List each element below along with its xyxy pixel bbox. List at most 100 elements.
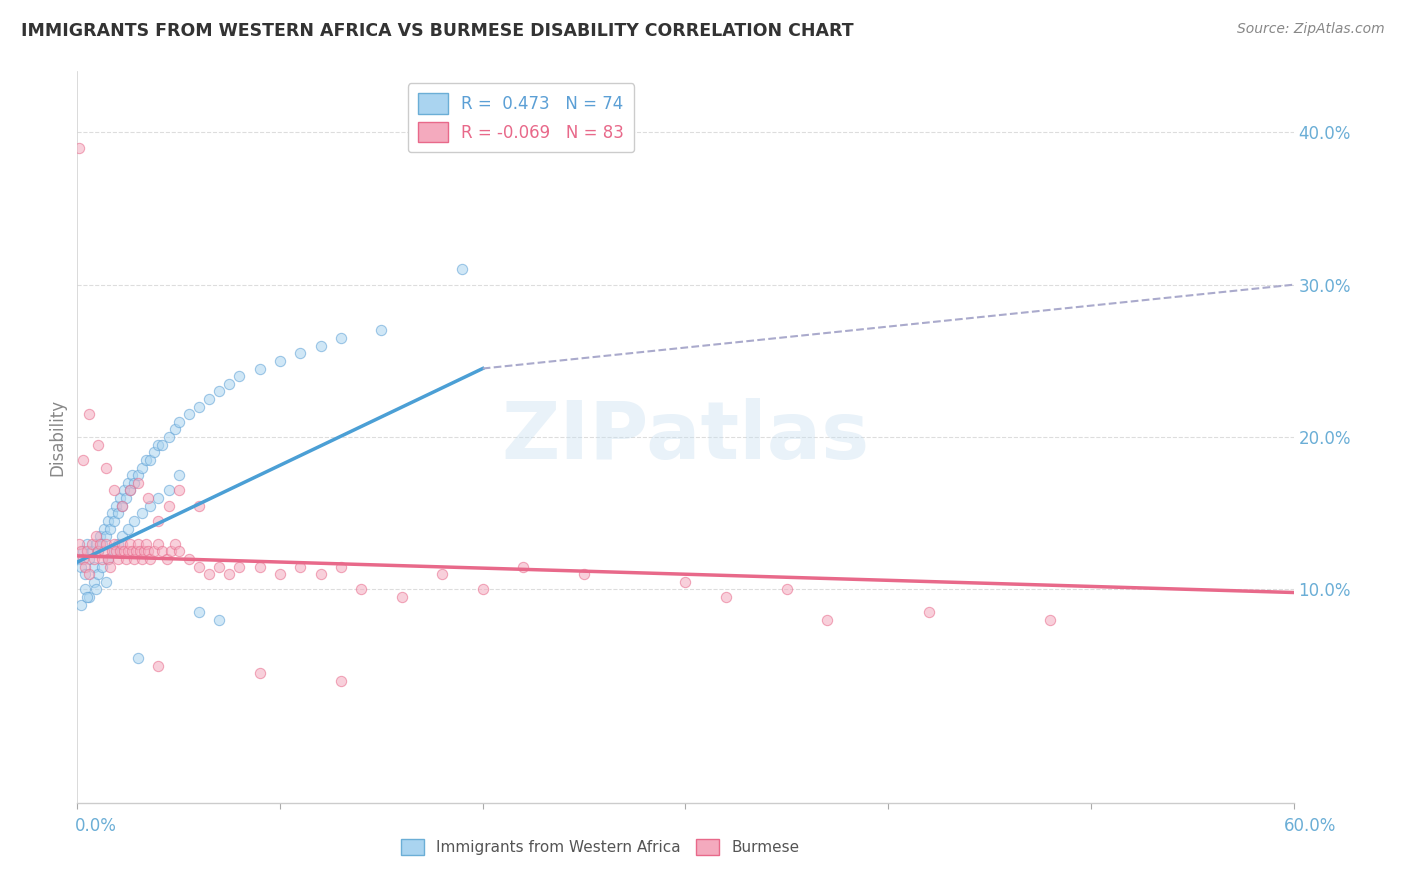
Point (84, 529, 107, 543)
Legend: Immigrants from Western Africa, Burmese: Immigrants from Western Africa, Burmese (395, 833, 806, 861)
Point (198, 392, 221, 406)
Point (107, 537, 129, 551)
Point (391, 590, 413, 604)
Point (228, 369, 250, 384)
Point (208, 384, 231, 399)
Point (131, 460, 153, 475)
Point (329, 331, 352, 345)
Point (135, 537, 157, 551)
Point (167, 544, 190, 558)
Point (79, 552, 101, 566)
Point (67, 552, 90, 566)
Point (148, 514, 170, 528)
Point (163, 537, 186, 551)
Point (118, 537, 141, 551)
Point (84, 537, 107, 551)
Point (167, 483, 190, 498)
Point (167, 468, 190, 483)
Point (97, 552, 120, 566)
Point (815, 613, 838, 627)
Point (148, 438, 170, 452)
Y-axis label: Disability: Disability (48, 399, 66, 475)
Point (117, 475, 139, 490)
Point (188, 400, 211, 414)
Point (249, 666, 271, 681)
Point (329, 559, 352, 574)
Point (249, 559, 271, 574)
Point (90, 559, 112, 574)
Point (122, 552, 145, 566)
Point (103, 537, 125, 551)
Point (135, 453, 157, 467)
Point (188, 605, 211, 619)
Point (136, 544, 159, 558)
Point (72, 552, 94, 566)
Point (155, 552, 177, 566)
Point (94, 574, 117, 589)
Point (117, 544, 139, 558)
Point (148, 491, 170, 505)
Point (112, 544, 135, 558)
Point (93, 544, 115, 558)
Point (122, 514, 145, 528)
Point (139, 499, 162, 513)
Point (163, 422, 186, 436)
Text: IMMIGRANTS FROM WESTERN AFRICA VS BURMESE DISABILITY CORRELATION CHART: IMMIGRANTS FROM WESTERN AFRICA VS BURMES… (21, 22, 853, 40)
Point (127, 468, 149, 483)
Point (228, 559, 250, 574)
Point (121, 544, 143, 558)
Point (188, 559, 211, 574)
Point (97, 514, 120, 528)
Point (90, 552, 112, 566)
Point (70, 559, 93, 574)
Point (101, 506, 124, 520)
Point (72, 453, 94, 467)
Point (70, 544, 93, 558)
Point (108, 544, 131, 558)
Point (309, 338, 332, 352)
Point (80, 537, 103, 551)
Point (675, 574, 697, 589)
Point (118, 483, 141, 498)
Point (512, 559, 534, 574)
Point (451, 262, 474, 277)
Point (125, 544, 148, 558)
Point (97, 552, 120, 566)
Point (127, 475, 149, 490)
Point (131, 552, 153, 566)
Point (157, 430, 180, 444)
Point (350, 582, 373, 597)
Point (143, 445, 166, 459)
Point (159, 544, 181, 558)
Point (67, 140, 90, 154)
Point (471, 582, 494, 597)
Point (309, 567, 332, 582)
Point (79, 567, 101, 582)
Point (148, 537, 170, 551)
Text: ZIPatlas: ZIPatlas (502, 398, 869, 476)
Point (122, 475, 145, 490)
Point (143, 544, 166, 558)
Point (370, 323, 392, 337)
Point (148, 658, 170, 673)
Point (111, 529, 134, 543)
Point (98, 521, 121, 535)
Point (86, 544, 108, 558)
Point (76, 537, 98, 551)
Point (115, 552, 138, 566)
Point (157, 483, 180, 498)
Point (131, 506, 153, 520)
Point (290, 559, 312, 574)
Point (70, 598, 93, 612)
Point (139, 453, 162, 467)
Point (98, 559, 121, 574)
Point (1039, 613, 1062, 627)
Point (218, 567, 240, 582)
Point (188, 499, 211, 513)
Point (177, 552, 200, 566)
Point (103, 483, 125, 498)
Point (76, 544, 98, 558)
Point (111, 499, 134, 513)
Point (290, 346, 312, 360)
Point (79, 590, 101, 604)
